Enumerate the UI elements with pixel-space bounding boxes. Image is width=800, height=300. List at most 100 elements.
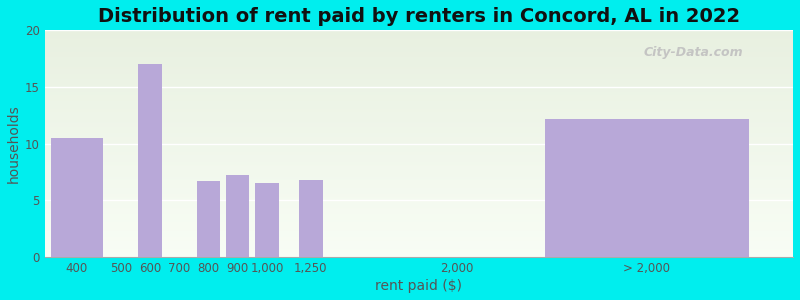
FancyBboxPatch shape bbox=[45, 189, 793, 190]
FancyBboxPatch shape bbox=[45, 50, 793, 51]
FancyBboxPatch shape bbox=[45, 198, 793, 199]
Bar bbox=[138, 64, 162, 257]
FancyBboxPatch shape bbox=[45, 223, 793, 224]
FancyBboxPatch shape bbox=[45, 80, 793, 81]
FancyBboxPatch shape bbox=[45, 184, 793, 186]
FancyBboxPatch shape bbox=[45, 236, 793, 237]
FancyBboxPatch shape bbox=[45, 63, 793, 64]
FancyBboxPatch shape bbox=[45, 169, 793, 170]
FancyBboxPatch shape bbox=[45, 114, 793, 115]
FancyBboxPatch shape bbox=[45, 166, 793, 167]
FancyBboxPatch shape bbox=[45, 231, 793, 232]
FancyBboxPatch shape bbox=[45, 221, 793, 222]
FancyBboxPatch shape bbox=[45, 158, 793, 160]
FancyBboxPatch shape bbox=[45, 38, 793, 39]
FancyBboxPatch shape bbox=[45, 226, 793, 228]
FancyBboxPatch shape bbox=[45, 32, 793, 34]
FancyBboxPatch shape bbox=[45, 136, 793, 137]
FancyBboxPatch shape bbox=[45, 40, 793, 42]
FancyBboxPatch shape bbox=[45, 30, 793, 31]
FancyBboxPatch shape bbox=[45, 112, 793, 113]
FancyBboxPatch shape bbox=[45, 121, 793, 122]
FancyBboxPatch shape bbox=[45, 44, 793, 45]
FancyBboxPatch shape bbox=[45, 85, 793, 86]
FancyBboxPatch shape bbox=[45, 47, 793, 48]
FancyBboxPatch shape bbox=[45, 89, 793, 90]
FancyBboxPatch shape bbox=[45, 76, 793, 77]
FancyBboxPatch shape bbox=[45, 255, 793, 256]
FancyBboxPatch shape bbox=[45, 68, 793, 69]
FancyBboxPatch shape bbox=[45, 60, 793, 61]
FancyBboxPatch shape bbox=[45, 132, 793, 134]
FancyBboxPatch shape bbox=[45, 51, 793, 52]
FancyBboxPatch shape bbox=[45, 199, 793, 200]
FancyBboxPatch shape bbox=[45, 141, 793, 142]
FancyBboxPatch shape bbox=[45, 81, 793, 83]
FancyBboxPatch shape bbox=[45, 82, 793, 84]
FancyBboxPatch shape bbox=[45, 113, 793, 114]
FancyBboxPatch shape bbox=[45, 39, 793, 41]
FancyBboxPatch shape bbox=[45, 204, 793, 205]
FancyBboxPatch shape bbox=[45, 77, 793, 78]
FancyBboxPatch shape bbox=[45, 228, 793, 229]
FancyBboxPatch shape bbox=[45, 251, 793, 253]
FancyBboxPatch shape bbox=[45, 111, 793, 112]
FancyBboxPatch shape bbox=[45, 213, 793, 214]
FancyBboxPatch shape bbox=[45, 240, 793, 241]
FancyBboxPatch shape bbox=[45, 135, 793, 136]
FancyBboxPatch shape bbox=[45, 116, 793, 118]
FancyBboxPatch shape bbox=[45, 218, 793, 220]
FancyBboxPatch shape bbox=[45, 208, 793, 209]
FancyBboxPatch shape bbox=[45, 71, 793, 72]
FancyBboxPatch shape bbox=[45, 70, 793, 71]
FancyBboxPatch shape bbox=[45, 173, 793, 174]
Y-axis label: households: households bbox=[7, 104, 21, 183]
FancyBboxPatch shape bbox=[45, 115, 793, 116]
FancyBboxPatch shape bbox=[45, 138, 793, 139]
FancyBboxPatch shape bbox=[45, 183, 793, 184]
FancyBboxPatch shape bbox=[45, 69, 793, 70]
FancyBboxPatch shape bbox=[45, 107, 793, 109]
FancyBboxPatch shape bbox=[45, 152, 793, 153]
FancyBboxPatch shape bbox=[45, 142, 793, 144]
FancyBboxPatch shape bbox=[45, 52, 793, 53]
FancyBboxPatch shape bbox=[45, 37, 793, 38]
FancyBboxPatch shape bbox=[45, 249, 793, 250]
FancyBboxPatch shape bbox=[45, 97, 793, 98]
FancyBboxPatch shape bbox=[45, 104, 793, 105]
FancyBboxPatch shape bbox=[45, 65, 793, 67]
FancyBboxPatch shape bbox=[45, 202, 793, 203]
FancyBboxPatch shape bbox=[45, 161, 793, 162]
FancyBboxPatch shape bbox=[45, 194, 793, 195]
FancyBboxPatch shape bbox=[45, 242, 793, 243]
FancyBboxPatch shape bbox=[45, 139, 793, 140]
Bar bbox=[197, 181, 220, 257]
FancyBboxPatch shape bbox=[45, 163, 793, 164]
FancyBboxPatch shape bbox=[45, 205, 793, 206]
FancyBboxPatch shape bbox=[45, 165, 793, 166]
FancyBboxPatch shape bbox=[45, 200, 793, 202]
FancyBboxPatch shape bbox=[45, 180, 793, 181]
FancyBboxPatch shape bbox=[45, 197, 793, 198]
FancyBboxPatch shape bbox=[45, 35, 793, 36]
FancyBboxPatch shape bbox=[45, 170, 793, 171]
FancyBboxPatch shape bbox=[45, 217, 793, 218]
FancyBboxPatch shape bbox=[45, 148, 793, 149]
FancyBboxPatch shape bbox=[45, 256, 793, 257]
Bar bbox=[226, 176, 250, 257]
FancyBboxPatch shape bbox=[45, 155, 793, 156]
FancyBboxPatch shape bbox=[45, 238, 793, 239]
FancyBboxPatch shape bbox=[45, 241, 793, 242]
FancyBboxPatch shape bbox=[45, 172, 793, 173]
FancyBboxPatch shape bbox=[45, 102, 793, 103]
FancyBboxPatch shape bbox=[45, 192, 793, 194]
FancyBboxPatch shape bbox=[45, 206, 793, 207]
FancyBboxPatch shape bbox=[45, 248, 793, 249]
FancyBboxPatch shape bbox=[45, 153, 793, 154]
FancyBboxPatch shape bbox=[45, 254, 793, 255]
FancyBboxPatch shape bbox=[45, 53, 793, 54]
FancyBboxPatch shape bbox=[45, 124, 793, 125]
X-axis label: rent paid ($): rent paid ($) bbox=[375, 279, 462, 293]
FancyBboxPatch shape bbox=[45, 160, 793, 161]
FancyBboxPatch shape bbox=[45, 178, 793, 179]
